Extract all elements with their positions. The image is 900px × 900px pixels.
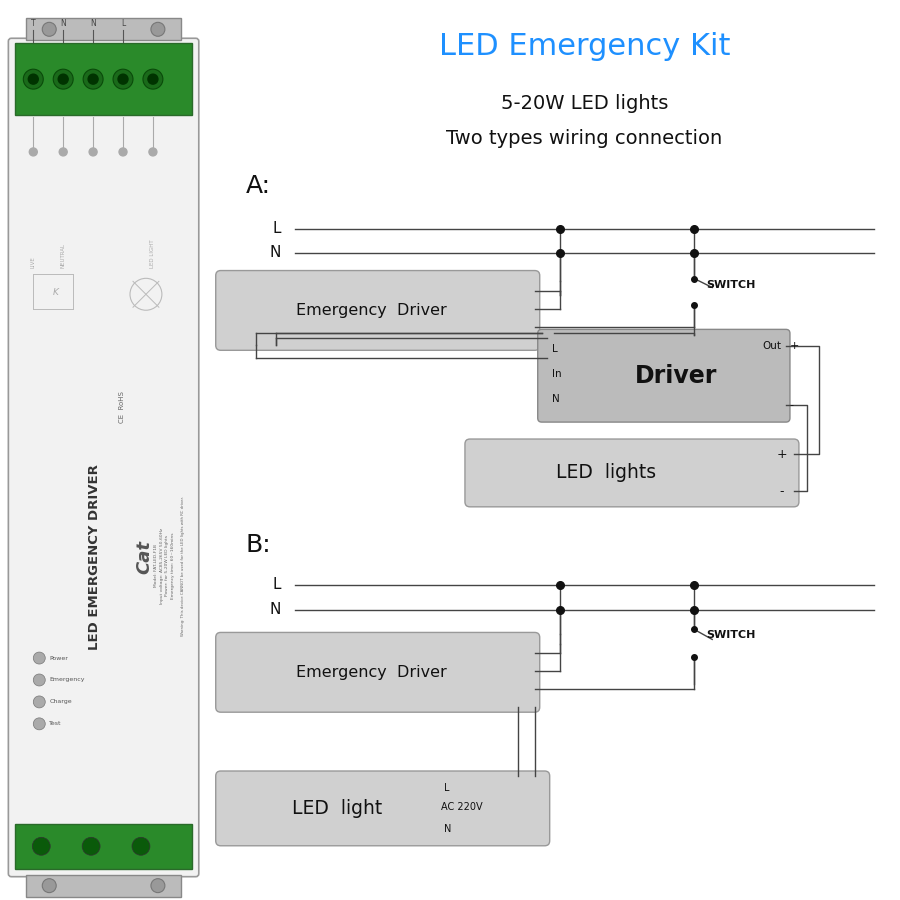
Text: LED EMERGENCY DRIVER: LED EMERGENCY DRIVER [88,464,101,651]
Text: N: N [60,19,66,28]
Circle shape [23,69,43,89]
Text: L: L [272,577,281,592]
Bar [26,18,181,40]
Text: N: N [269,245,281,260]
Circle shape [148,148,157,156]
FancyBboxPatch shape [465,439,799,507]
Text: LED  light: LED light [292,799,382,818]
Text: -: - [790,400,794,410]
Text: N: N [90,19,96,28]
Circle shape [151,878,165,893]
FancyBboxPatch shape [216,271,540,350]
Text: 5-20W LED lights: 5-20W LED lights [501,94,669,112]
Text: Driver: Driver [634,364,717,388]
Text: Power: Power [50,655,68,661]
FancyBboxPatch shape [216,771,550,846]
Circle shape [42,878,56,893]
Circle shape [32,837,50,855]
Text: N: N [445,824,452,834]
Bar [15,824,192,868]
Text: Model: FAT-LED-F1B
Input voltage: AC85-265V 50-60Hz
Power: for 5-20W LED lights
: Model: FAT-LED-F1B Input voltage: AC85-2… [154,527,175,604]
Text: AC 220V: AC 220V [441,802,482,812]
Text: B:: B: [246,533,271,557]
Circle shape [30,148,37,156]
Circle shape [148,74,157,84]
Circle shape [113,69,133,89]
Circle shape [28,74,39,84]
Text: LED  lights: LED lights [556,464,656,482]
Text: Out: Out [762,341,781,351]
Text: Test: Test [50,722,62,726]
Text: NEUTRAL: NEUTRAL [60,243,66,268]
Text: Two types wiring connection: Two types wiring connection [446,130,723,148]
FancyBboxPatch shape [216,633,540,712]
Text: N: N [269,602,281,617]
Text: Charge: Charge [50,699,72,705]
Circle shape [42,22,56,36]
Circle shape [83,69,104,89]
Bar [15,43,192,115]
Circle shape [82,837,100,855]
Text: +: + [777,448,788,461]
Circle shape [119,148,127,156]
Circle shape [53,69,73,89]
Text: L: L [272,221,281,236]
Text: In: In [552,369,562,379]
Circle shape [132,837,150,855]
Text: LED Emergency Kit: LED Emergency Kit [439,32,730,61]
Text: -: - [779,485,784,498]
Text: Cat: Cat [135,540,153,574]
Text: Emergency  Driver: Emergency Driver [296,665,446,680]
Text: +: + [790,341,799,351]
Circle shape [118,74,128,84]
Circle shape [33,674,45,686]
Text: SWITCH: SWITCH [706,280,756,290]
Text: Emergency  Driver: Emergency Driver [296,303,446,318]
FancyBboxPatch shape [8,39,199,877]
Circle shape [89,148,97,156]
Text: Warning: This device CANNOT be used for the LED lights with RC driver.: Warning: This device CANNOT be used for … [181,496,184,635]
Text: Emergency: Emergency [50,678,85,682]
Text: N: N [552,394,560,404]
Text: T: T [31,19,36,28]
Text: SWITCH: SWITCH [706,630,756,641]
Circle shape [58,74,68,84]
Text: CE  RoHS: CE RoHS [119,392,125,424]
Text: L: L [121,19,125,28]
Circle shape [59,148,68,156]
FancyBboxPatch shape [537,329,790,422]
Circle shape [33,652,45,664]
Text: A:: A: [246,174,271,198]
Circle shape [151,22,165,36]
Circle shape [88,74,98,84]
Text: LED LIGHT: LED LIGHT [150,239,156,268]
Circle shape [143,69,163,89]
Text: K: K [52,288,58,297]
Circle shape [33,718,45,730]
Text: LIVE: LIVE [31,256,36,268]
Bar [26,875,181,896]
Text: L: L [552,344,557,354]
Circle shape [33,696,45,708]
Text: L: L [445,783,450,793]
